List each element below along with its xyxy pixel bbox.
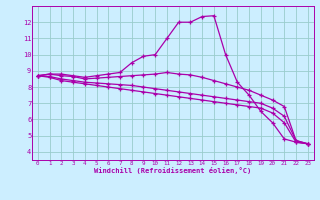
X-axis label: Windchill (Refroidissement éolien,°C): Windchill (Refroidissement éolien,°C) xyxy=(94,167,252,174)
